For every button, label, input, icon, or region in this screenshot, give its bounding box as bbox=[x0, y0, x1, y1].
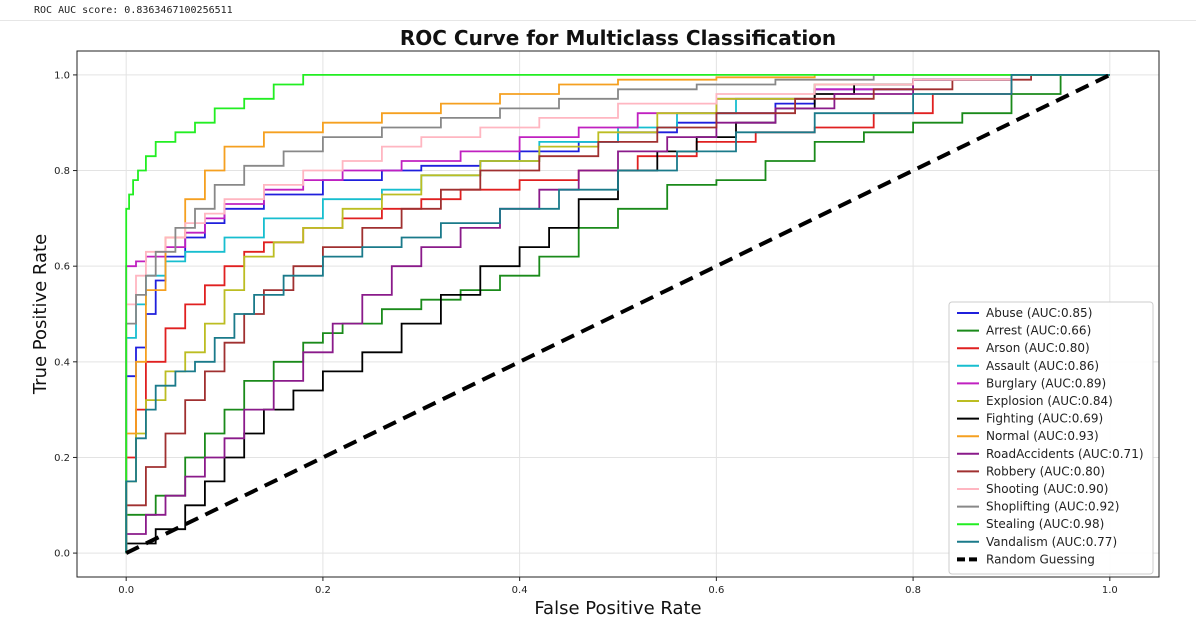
series-line-arrest bbox=[125, 74, 1110, 554]
series-line-random-guessing bbox=[125, 73, 1111, 555]
series-line-normal bbox=[125, 74, 1110, 554]
x-tick-label: 0.4 bbox=[512, 585, 528, 596]
series-line-vandalism bbox=[125, 74, 1110, 554]
x-tick-label: 0.0 bbox=[118, 585, 134, 596]
legend-entry: Random Guessing bbox=[986, 552, 1095, 566]
legend-entry: Arson (AUC:0.80) bbox=[986, 341, 1090, 355]
axis-ticks: 0.0 0.2 0.4 0.6 0.8 1.0 0.0 0.2 0.4 0.6 0.8 1.0 bbox=[54, 70, 1118, 596]
series-line-stealing bbox=[125, 74, 1110, 554]
y-axis-label: True Positive Rate bbox=[30, 234, 51, 395]
legend-entry: Shoplifting (AUC:0.92) bbox=[986, 500, 1119, 514]
legend-entry: Fighting (AUC:0.69) bbox=[986, 412, 1103, 426]
legend-entry: Normal (AUC:0.93) bbox=[986, 429, 1099, 443]
x-tick-label: 0.8 bbox=[905, 585, 921, 596]
series-line-roadaccidents bbox=[125, 74, 1110, 554]
y-tick-label: 0.0 bbox=[54, 549, 70, 560]
output-header: ROC AUC score: 0.8363467100256511 bbox=[0, 0, 1196, 21]
legend-entry: Burglary (AUC:0.89) bbox=[986, 376, 1106, 390]
series-lines bbox=[125, 73, 1111, 555]
legend-entry: Assault (AUC:0.86) bbox=[986, 359, 1099, 373]
series-line-robbery bbox=[125, 74, 1110, 554]
legend-entry: RoadAccidents (AUC:0.71) bbox=[986, 447, 1144, 461]
legend-frame bbox=[948, 301, 1154, 575]
legend-entry: Robbery (AUC:0.80) bbox=[986, 464, 1105, 478]
chart-title: ROC Curve for Multiclass Classification bbox=[400, 26, 836, 50]
roc-auc-score-text: ROC AUC score: 0.8363467100256511 bbox=[34, 5, 233, 16]
legend-entry: Stealing (AUC:0.98) bbox=[986, 517, 1104, 531]
x-tick-label: 1.0 bbox=[1102, 585, 1118, 596]
plot-frame bbox=[76, 50, 1160, 578]
series-line-shoplifting bbox=[125, 74, 1110, 554]
y-tick-label: 0.6 bbox=[54, 262, 70, 273]
x-tick-label: 0.2 bbox=[315, 585, 331, 596]
y-tick-label: 0.2 bbox=[54, 453, 70, 464]
legend-entry: Explosion (AUC:0.84) bbox=[986, 394, 1113, 408]
x-axis-label: False Positive Rate bbox=[534, 598, 701, 619]
legend-entry: Shooting (AUC:0.90) bbox=[986, 482, 1108, 496]
y-tick-label: 1.0 bbox=[54, 70, 70, 81]
x-tick-label: 0.6 bbox=[708, 585, 724, 596]
y-tick-label: 0.8 bbox=[54, 166, 70, 177]
legend-entry: Arrest (AUC:0.66) bbox=[986, 324, 1091, 338]
y-tick-label: 0.4 bbox=[54, 357, 70, 368]
legend-entry: Abuse (AUC:0.85) bbox=[986, 306, 1092, 320]
legend: Abuse (AUC:0.85) Arrest (AUC:0.66) Arson (… bbox=[948, 301, 1154, 575]
legend-entry: Vandalism (AUC:0.77) bbox=[986, 535, 1117, 549]
